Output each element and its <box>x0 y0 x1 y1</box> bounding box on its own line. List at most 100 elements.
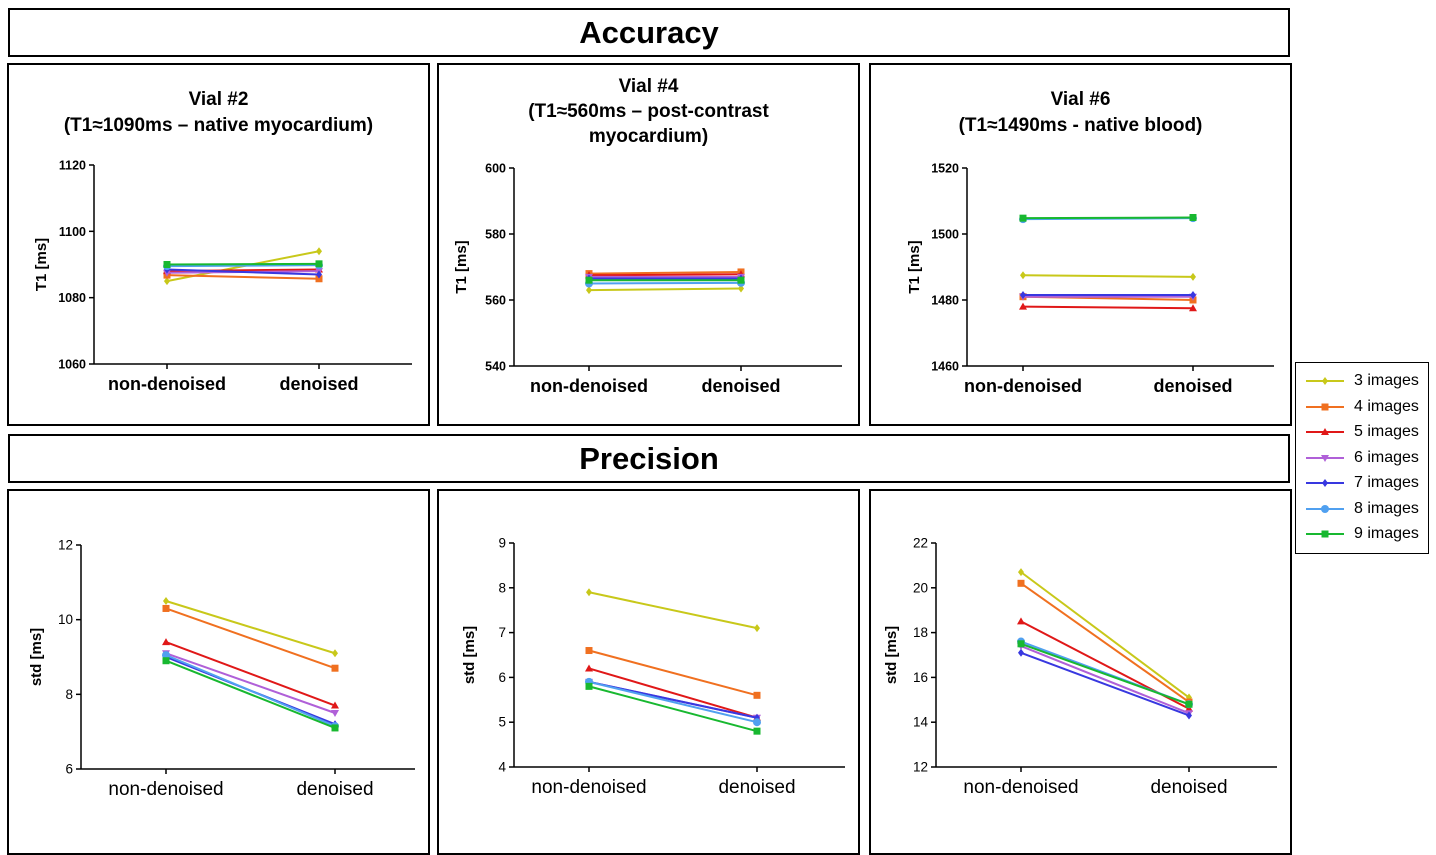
series-line <box>588 273 742 277</box>
data-point <box>162 604 170 612</box>
series-line <box>1020 645 1190 715</box>
series-line <box>166 264 320 268</box>
series-line <box>1020 651 1190 717</box>
chart-title-line: (T1≈1490ms - native blood) <box>959 115 1203 136</box>
y-tick-label: 1500 <box>931 228 959 242</box>
chart-svg: 6 8 10 12 std [ms] non-denoised denoised <box>28 538 415 800</box>
series-line <box>588 287 742 292</box>
series-line <box>165 652 336 714</box>
data-point <box>586 286 592 295</box>
data-point <box>315 275 323 283</box>
legend-item: 5 images <box>1304 421 1424 443</box>
data-point <box>753 691 761 699</box>
data-point <box>585 664 593 672</box>
legend-marker <box>1321 403 1329 410</box>
data-point <box>162 651 170 660</box>
y-tick-label: 12 <box>58 538 73 553</box>
legend-label: 9 images <box>1354 525 1419 542</box>
series-line <box>588 591 758 630</box>
series-line <box>1022 216 1194 220</box>
x-tick-label: denoised <box>701 376 780 396</box>
legend-item: 7 images <box>1304 472 1424 494</box>
y-tick-label: 10 <box>58 612 73 627</box>
data-point <box>585 276 593 284</box>
x-tick-label: denoised <box>279 374 358 394</box>
y-tick-label: 18 <box>913 625 928 640</box>
series-line <box>1020 642 1190 706</box>
y-tick-label: 1120 <box>59 159 86 173</box>
series-line <box>165 659 336 729</box>
data-point <box>1018 648 1024 657</box>
series-line <box>588 270 742 275</box>
legend-marker <box>1321 530 1329 538</box>
x-tick-label: denoised <box>1153 376 1232 396</box>
data-point <box>1017 579 1025 587</box>
y-axis-label: std [ms] <box>461 626 478 684</box>
data-point <box>315 260 323 268</box>
chart-panel-vial-2-precision: 6 8 10 12 std [ms] non-denoised denoised <box>7 489 430 855</box>
legend-marker <box>1321 454 1329 462</box>
x-tick-label: non-denoised <box>963 777 1078 798</box>
data-point <box>331 710 339 717</box>
legend-swatch <box>1306 479 1344 487</box>
data-point <box>753 718 761 727</box>
data-point <box>754 624 760 633</box>
series-line <box>165 600 336 655</box>
chart-svg: Vial #4 (T1≈560ms – post-contrast myocardi… <box>453 76 842 396</box>
series-line <box>166 262 320 266</box>
y-tick-label: 16 <box>913 670 928 685</box>
data-point <box>332 649 338 658</box>
y-tick-label: 1520 <box>931 162 959 176</box>
data-point <box>1019 302 1027 310</box>
precision-header: Precision <box>8 434 1290 483</box>
data-point <box>1190 291 1196 300</box>
data-point <box>162 638 170 646</box>
x-tick-label: non-denoised <box>108 374 226 394</box>
data-point <box>316 270 322 279</box>
legend-marker <box>1321 504 1329 513</box>
legend-item: 3 images <box>1304 370 1424 392</box>
data-point <box>163 261 171 268</box>
y-tick-label: 8 <box>65 687 73 702</box>
accuracy-title: Accuracy <box>579 14 719 50</box>
chart-title-line: Vial #4 <box>619 76 679 97</box>
chart-title-line: Vial #6 <box>1051 89 1111 110</box>
y-axis-label: std [ms] <box>883 626 900 684</box>
legend-swatch <box>1306 428 1344 435</box>
series-line <box>588 649 758 697</box>
y-tick-label: 20 <box>913 580 928 595</box>
y-tick-label: 4 <box>498 760 506 775</box>
legend-marker <box>1322 479 1328 487</box>
y-axis-label: T1 [ms] <box>453 240 470 293</box>
data-point <box>585 647 593 655</box>
data-point <box>331 724 339 732</box>
chart-title-line: (T1≈1090ms – native myocardium) <box>64 115 373 136</box>
y-tick-label: 1100 <box>59 225 86 239</box>
data-point <box>1017 640 1025 648</box>
legend-label: 8 images <box>1354 499 1419 517</box>
data-point <box>737 276 745 284</box>
data-point <box>1190 272 1196 281</box>
chart-panel-vial-2-accuracy: Vial #2 (T1≈1090ms – native myocardium) 10… <box>7 63 430 426</box>
legend-swatch <box>1306 530 1344 538</box>
data-point <box>1189 304 1197 312</box>
y-axis-label: std [ms] <box>28 628 45 686</box>
y-tick-label: 9 <box>498 536 506 551</box>
y-tick-label: 600 <box>485 162 506 176</box>
y-tick-label: 22 <box>913 536 928 551</box>
y-tick-label: 580 <box>485 228 506 242</box>
precision-title: Precision <box>579 440 719 476</box>
data-point <box>163 597 169 605</box>
legend-item: 9 images <box>1304 523 1424 545</box>
series-line <box>165 654 336 727</box>
y-axis-label: T1 [ms] <box>906 240 923 293</box>
legend-swatch <box>1306 403 1344 410</box>
legend-swatch <box>1306 454 1344 462</box>
y-tick-label: 560 <box>485 294 506 308</box>
data-point <box>331 664 339 672</box>
legend-marker <box>1322 377 1328 385</box>
legend-label: 3 images <box>1354 372 1419 389</box>
chart-title-line: (T1≈560ms – post-contrast <box>528 101 769 122</box>
series-line <box>1022 274 1194 278</box>
data-point <box>331 701 339 709</box>
